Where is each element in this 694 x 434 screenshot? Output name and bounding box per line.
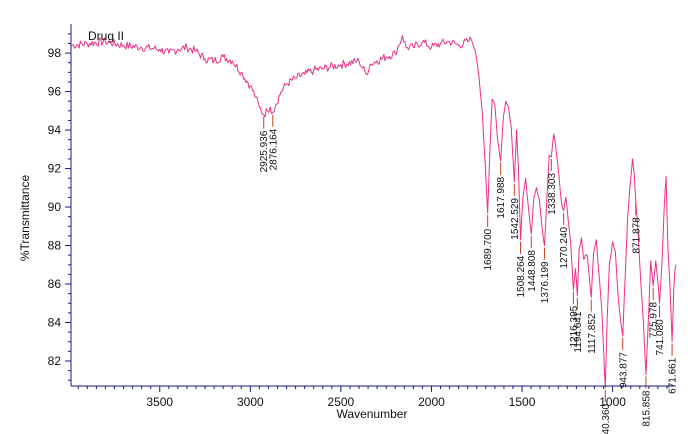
x-tick-label: 2000 [418, 395, 445, 409]
y-tick-label: 92 [48, 162, 62, 176]
peak-label: 815.858 [642, 390, 653, 427]
peak-label: 2876.164 [268, 128, 279, 170]
peak-label: 943.877 [618, 352, 629, 389]
peak-label: 1194.641 [573, 311, 584, 352]
peak-label: 1508.264 [516, 255, 527, 297]
axes: 3500 3000 2500 2000 1500 1000 82 84 86 88 90 92 94 96… [48, 24, 676, 409]
y-tick-label: 94 [48, 123, 62, 137]
peak-label: 2925.936 [259, 130, 270, 172]
y-axis-title: %Transmittance [18, 175, 32, 262]
peak-label: 1617.988 [496, 176, 507, 218]
x-tick-label: 2500 [328, 395, 355, 409]
peak-label: 1216.395 [569, 305, 580, 347]
x-tick-label: 3500 [146, 395, 173, 409]
y-tick-label: 82 [48, 354, 62, 368]
peak-label: 1270.240 [559, 226, 570, 268]
series-name: Drug II [88, 29, 124, 43]
y-tick-label: 98 [48, 46, 62, 60]
peak-label: 1542.529 [510, 198, 521, 240]
y-tick-label: 86 [48, 277, 62, 291]
peak-label: 1117.852 [587, 313, 598, 354]
y-tick-label: 84 [48, 315, 62, 329]
peak-label: 775.978 [649, 301, 660, 338]
peak-label: 671.661 [668, 357, 679, 394]
y-tick-label: 96 [48, 85, 62, 99]
peak-label: 741.080 [655, 319, 666, 356]
x-tick-label: 1000 [599, 395, 626, 409]
y-tick-label: 90 [48, 200, 62, 214]
x-tick-label: 1500 [509, 395, 536, 409]
x-axis-title: Wavenumber [337, 407, 408, 421]
peak-label: 1376.199 [540, 261, 551, 303]
peak-label: 871.878 [631, 217, 642, 254]
peak-label: 1040.360 [601, 403, 612, 434]
peak-label: 1448.808 [527, 250, 538, 292]
peak-label: 1689.700 [483, 228, 494, 270]
y-tick-label: 88 [48, 239, 62, 253]
spectrum-line [70, 35, 677, 389]
peak-label: 1338.303 [547, 173, 558, 215]
x-tick-label: 3000 [237, 395, 264, 409]
